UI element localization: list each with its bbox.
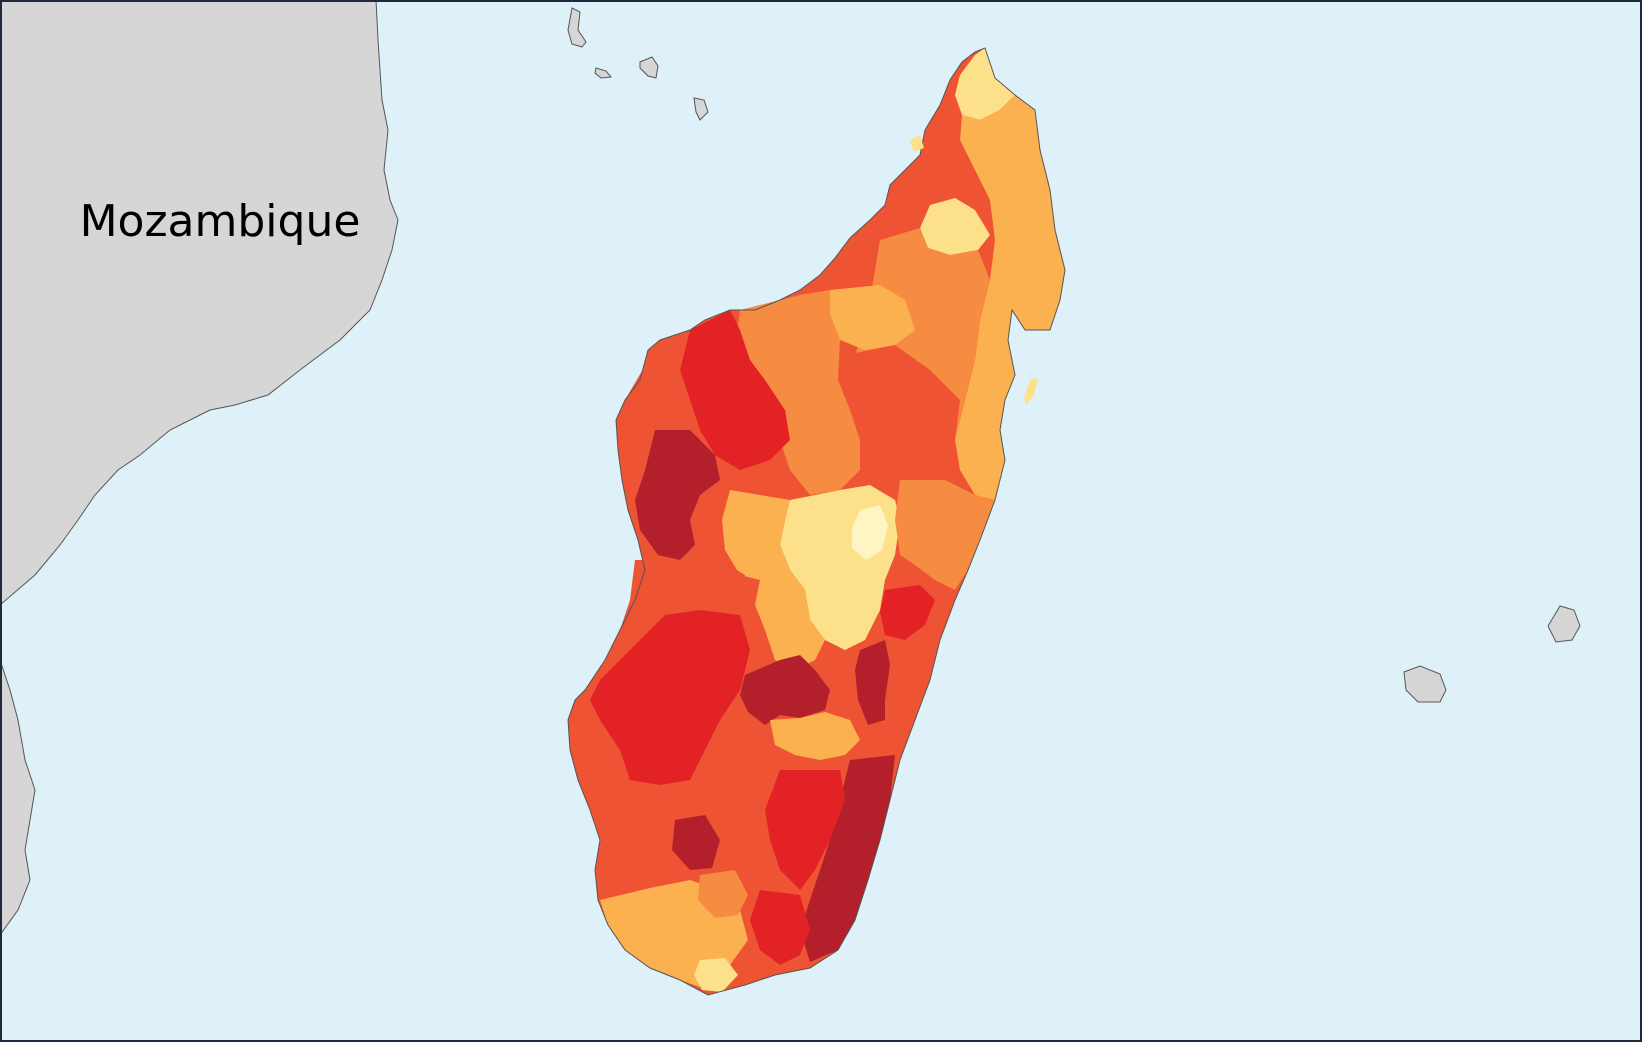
island-mauritius (1547, 605, 1581, 643)
region-southwest-darkred (672, 815, 720, 870)
region-south-orange-slot (698, 870, 748, 918)
region-southcentral-orange (770, 712, 860, 760)
island-sainte-marie (1024, 378, 1038, 405)
region-southeast-darkred (800, 755, 895, 962)
region-northeast (955, 95, 1065, 500)
island-grande-comore (567, 7, 587, 48)
madagascar (567, 47, 1066, 996)
region-midwest-coast (620, 545, 745, 640)
region-nw-orange (735, 290, 860, 495)
mozambique-landmass-south (0, 659, 36, 936)
region-west-coast (620, 330, 700, 500)
island-nosy-be (910, 135, 924, 152)
mozambique-landmass (0, 0, 399, 606)
region-east-red (880, 585, 935, 640)
region-west-darkred (635, 430, 720, 560)
island-moheli (594, 67, 612, 79)
region-northwest-coast (830, 170, 925, 285)
region-north-band (830, 285, 915, 350)
region-east-coast (895, 480, 995, 590)
island-mayotte (693, 97, 709, 121)
madagascar-coastline (567, 47, 1066, 996)
region-capital (852, 505, 888, 560)
region-southcentral-darkred (740, 655, 830, 725)
region-highlands-south (755, 570, 825, 670)
region-north-tip (955, 48, 1015, 120)
region-south-yellow (694, 958, 738, 992)
region-south-red-2 (750, 890, 810, 965)
region-highlands-west (722, 490, 790, 580)
mozambique-label: Mozambique (80, 196, 361, 247)
region-west-red (680, 310, 790, 470)
region-north-yellow (920, 198, 990, 255)
region-center-north (838, 345, 960, 490)
region-midwest-red (590, 610, 750, 785)
island-reunion (1403, 665, 1447, 703)
island-anjouan (639, 56, 659, 79)
region-east-darkred (855, 640, 890, 725)
region-south-red (765, 770, 845, 890)
